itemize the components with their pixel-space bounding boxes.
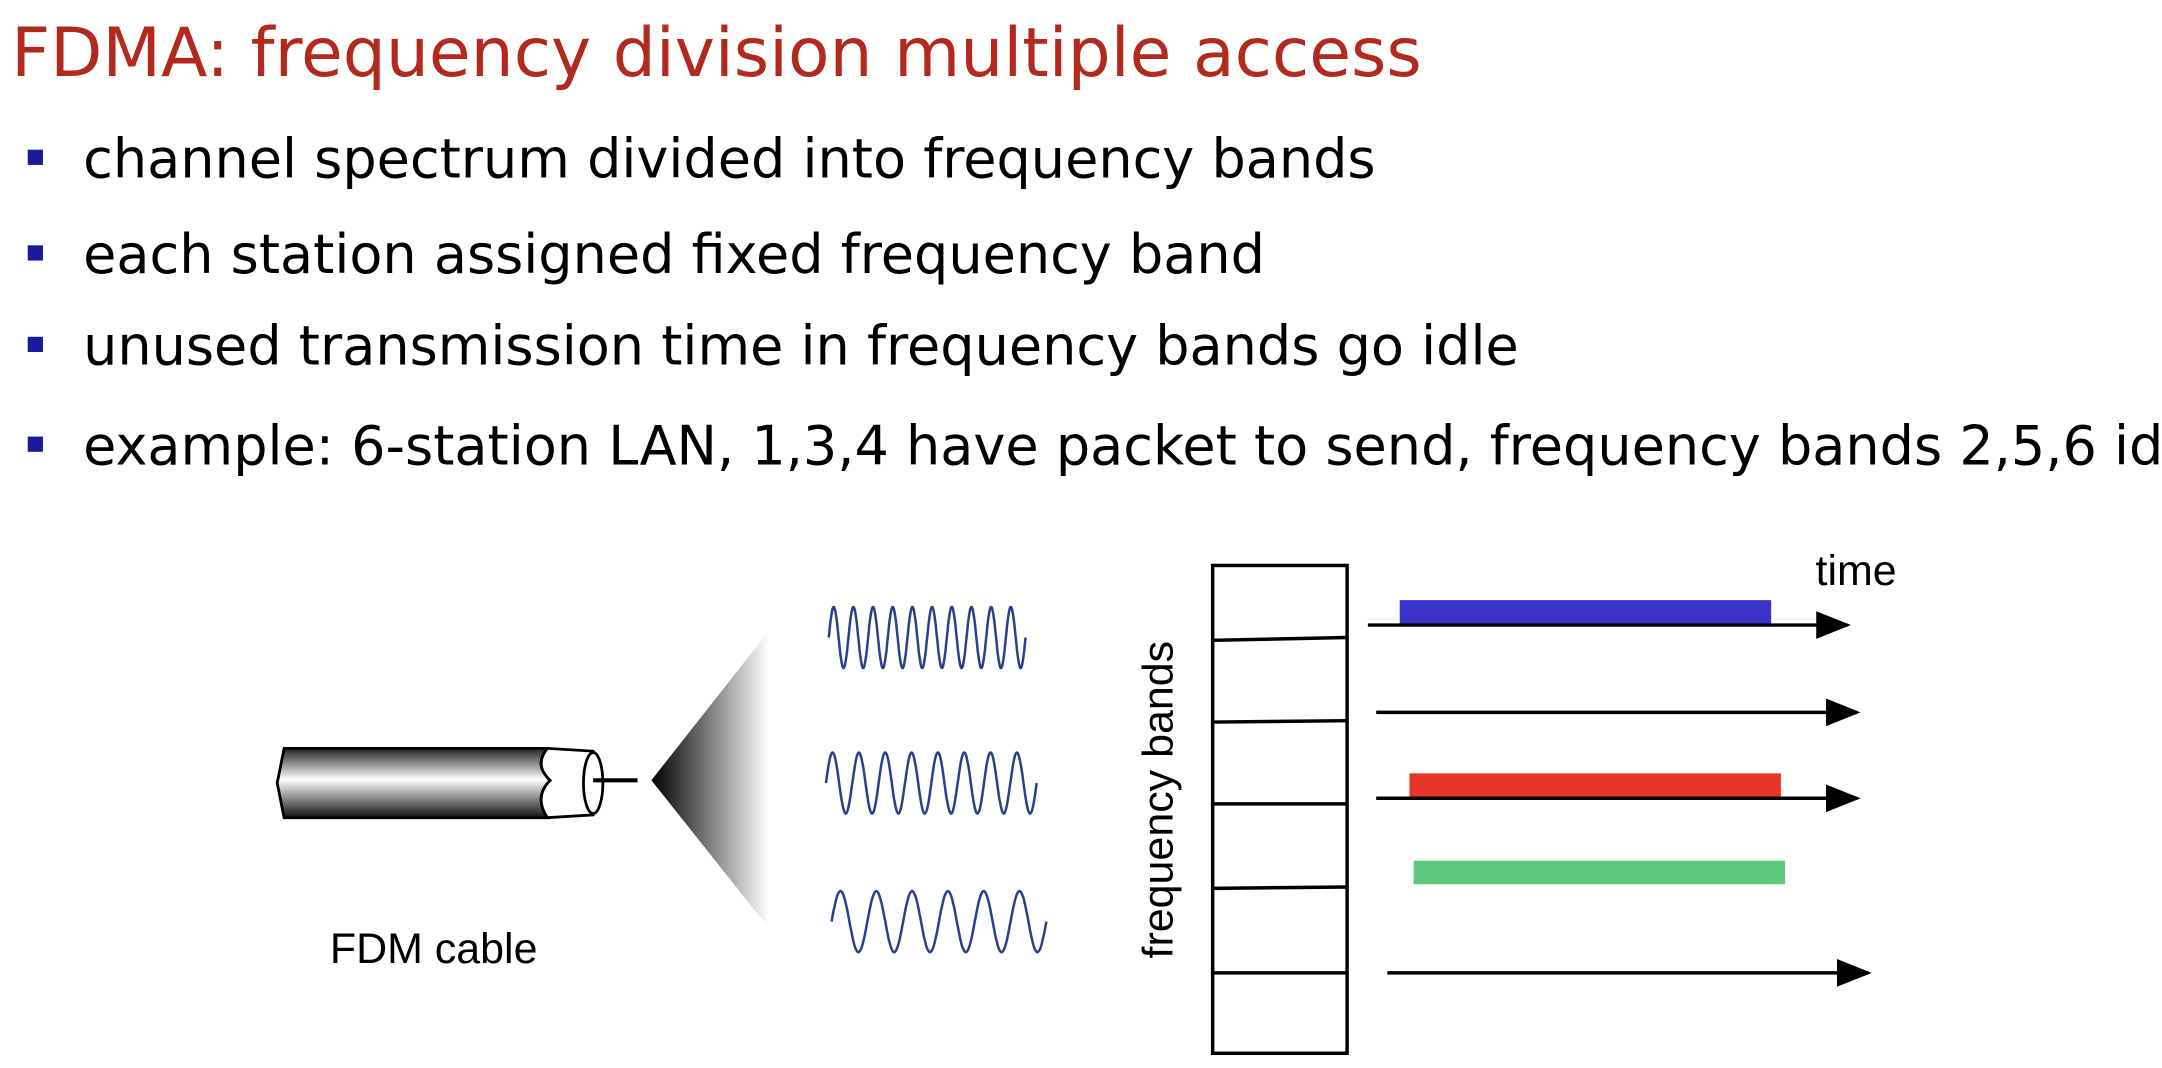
bullet-marker	[27, 436, 43, 452]
bullet-text: each station assigned fixed frequency ba…	[83, 223, 1265, 286]
wave	[830, 889, 1048, 954]
cable-icon	[275, 630, 770, 929]
band-4-packet	[1413, 860, 1786, 885]
cable-label: FDM cable	[330, 925, 538, 973]
carrier-waves	[824, 605, 1048, 954]
bullet-text: unused transmission time in frequency ba…	[83, 315, 1519, 378]
wave	[824, 751, 1038, 815]
bullet-text: example: 6-station LAN, 1,3,4 have packe…	[83, 414, 2162, 477]
y-axis-label: frequency bands	[1134, 641, 1182, 959]
bullet-marker	[27, 245, 43, 261]
wave	[827, 605, 1027, 670]
bullet-list: channel spectrum divided into frequency …	[27, 127, 2162, 477]
title: FDMA: frequency division multiple access	[11, 14, 1422, 93]
x-axis-label: time	[1816, 547, 1897, 595]
band-3-packet	[1409, 773, 1781, 797]
bullet-text: channel spectrum divided into frequency …	[83, 127, 1375, 190]
time-lines	[1367, 600, 1872, 987]
bullet-marker	[27, 149, 43, 165]
band-box	[1210, 563, 1349, 1056]
bullet-marker	[27, 336, 43, 353]
band-1-packet	[1399, 600, 1772, 624]
